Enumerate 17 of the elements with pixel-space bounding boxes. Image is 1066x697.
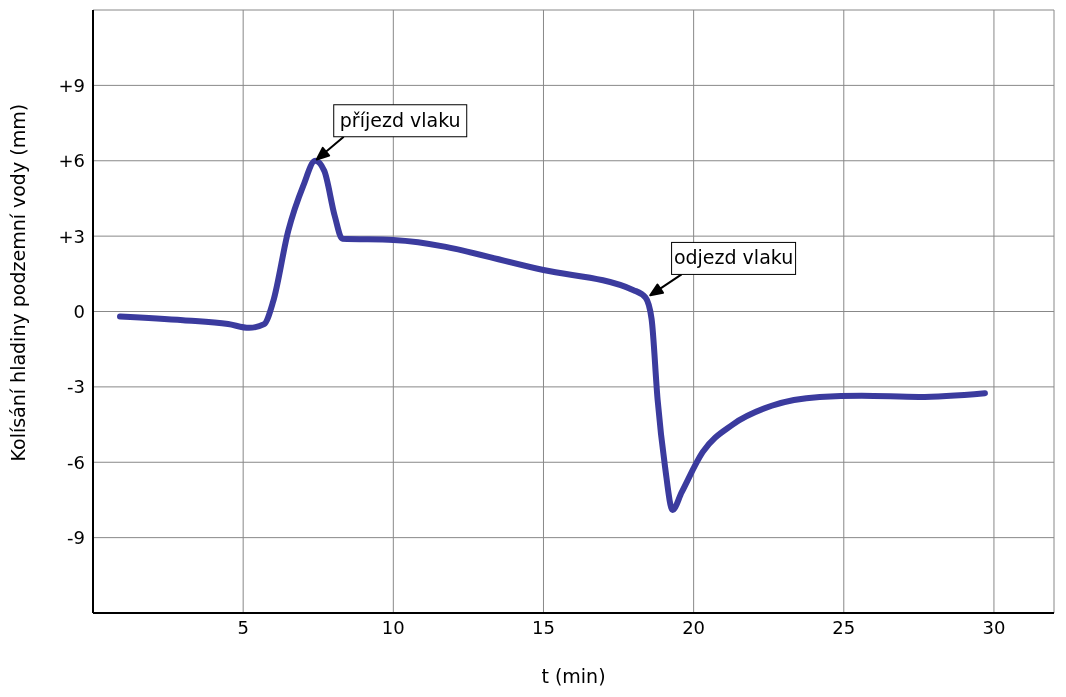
y-tick-label: -9 xyxy=(67,527,85,549)
x-tick-label: 30 xyxy=(982,616,1006,638)
y-tick-label: +9 xyxy=(58,74,85,96)
x-tick-label: 15 xyxy=(532,616,555,638)
y-tick-label: +6 xyxy=(58,150,85,172)
annotation: příjezd vlaku xyxy=(339,108,461,131)
annotation: odjezd vlaku xyxy=(673,246,794,269)
x-axis-title: t (min) xyxy=(541,665,606,687)
x-tick-label: 5 xyxy=(237,616,249,638)
x-tick-label: 20 xyxy=(682,616,706,638)
y-tick-label: +3 xyxy=(58,225,85,247)
y-tick-label: 0 xyxy=(73,300,85,322)
y-tick-label: -3 xyxy=(67,376,85,398)
y-axis-title: Kolísání hladiny podzemní vody (mm) xyxy=(6,103,29,462)
x-tick-label: 25 xyxy=(832,616,856,638)
x-tick-label: 10 xyxy=(381,616,405,638)
y-tick-label: -6 xyxy=(67,451,85,473)
